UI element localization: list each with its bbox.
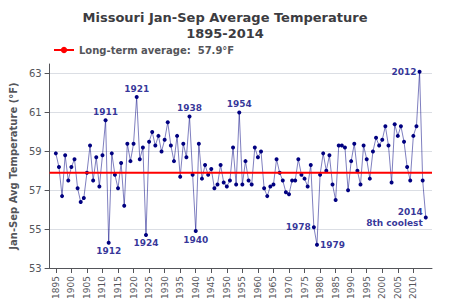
svg-text:1940: 1940 (191, 276, 201, 299)
svg-text:2010: 2010 (408, 276, 418, 299)
svg-text:1954: 1954 (227, 99, 252, 109)
svg-text:1938: 1938 (177, 103, 202, 113)
svg-text:1911: 1911 (93, 107, 118, 117)
svg-text:1995: 1995 (362, 276, 372, 299)
svg-text:Long-term average: 57.9°F: Long-term average: 57.9°F (79, 45, 234, 56)
svg-text:1955: 1955 (237, 276, 247, 299)
svg-text:1905: 1905 (82, 276, 92, 299)
svg-text:1910: 1910 (97, 276, 107, 299)
svg-text:57: 57 (29, 185, 42, 196)
svg-text:1978: 1978 (286, 222, 311, 232)
svg-text:55: 55 (29, 224, 42, 235)
svg-text:1935: 1935 (175, 276, 185, 299)
svg-text:63: 63 (29, 68, 42, 79)
svg-text:1895: 1895 (51, 276, 61, 299)
svg-text:1925: 1925 (144, 276, 154, 299)
svg-text:1920: 1920 (129, 276, 139, 299)
svg-text:1900: 1900 (66, 276, 76, 299)
svg-text:1912: 1912 (96, 246, 121, 256)
svg-text:1990: 1990 (346, 276, 356, 299)
svg-text:Missouri Jan-Sep Average Tempe: Missouri Jan-Sep Average Temperature (83, 10, 368, 25)
svg-text:1980: 1980 (315, 276, 325, 299)
svg-text:1985: 1985 (331, 276, 341, 299)
svg-text:1979: 1979 (320, 240, 345, 250)
svg-text:59: 59 (29, 146, 42, 157)
svg-text:61: 61 (29, 107, 42, 118)
svg-text:1975: 1975 (300, 276, 310, 299)
svg-text:2014: 2014 (398, 207, 423, 217)
svg-text:1970: 1970 (284, 276, 294, 299)
svg-text:1940: 1940 (183, 235, 208, 245)
svg-text:1945: 1945 (206, 276, 216, 299)
svg-text:1924: 1924 (133, 238, 158, 248)
svg-text:53: 53 (29, 263, 42, 274)
svg-text:8th coolest: 8th coolest (366, 218, 423, 228)
svg-text:2000: 2000 (377, 276, 387, 299)
svg-text:1950: 1950 (222, 276, 232, 299)
svg-text:1921: 1921 (124, 84, 149, 94)
svg-text:1915: 1915 (113, 276, 123, 299)
svg-text:1895-2014: 1895-2014 (186, 26, 264, 41)
svg-text:2012: 2012 (392, 67, 417, 77)
svg-text:Jan-Sep Avg Temperature (°F): Jan-Sep Avg Temperature (°F) (8, 82, 19, 250)
svg-text:1965: 1965 (268, 276, 278, 299)
svg-text:2005: 2005 (393, 276, 403, 299)
svg-text:1960: 1960 (253, 276, 263, 299)
svg-text:1930: 1930 (160, 276, 170, 299)
